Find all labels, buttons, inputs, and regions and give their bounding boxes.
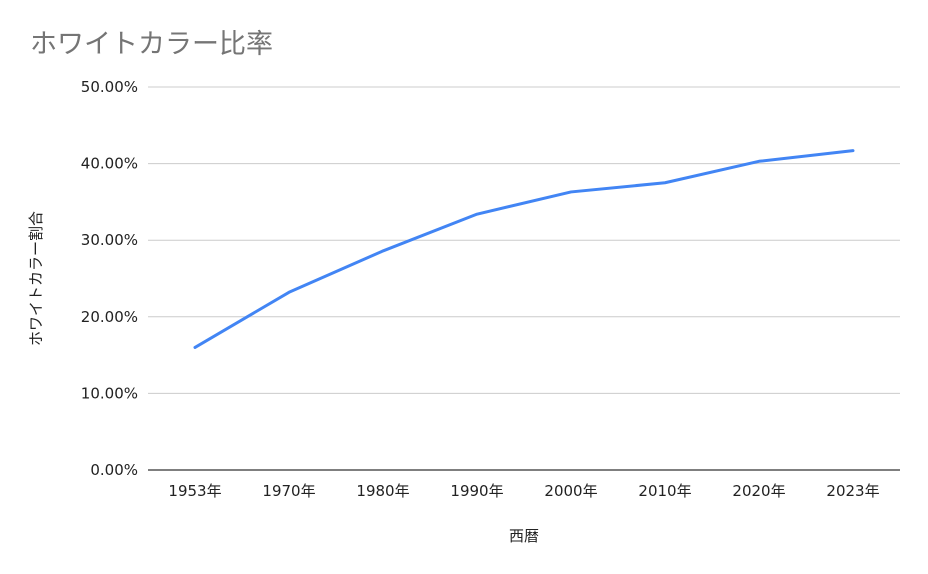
x-tick-label: 2010年 [638, 482, 691, 500]
x-tick-label: 2023年 [826, 482, 879, 500]
y-axis-tick-labels: 0.00% 10.00% 20.00% 30.00% 40.00% 50.00% [81, 78, 138, 479]
gridlines [148, 86, 900, 394]
x-tick-label: 2000年 [544, 482, 597, 500]
x-tick-label: 1970年 [262, 482, 315, 500]
chart-title: ホワイトカラー比率 [30, 29, 273, 60]
x-axis-tick-labels: 1953年 1970年 1980年 1990年 2000年 2010年 2020年 2023年 [168, 482, 879, 500]
x-axis-title: 西暦 [509, 527, 539, 545]
y-tick-label: 20.00% [81, 308, 138, 326]
series-layer [193, 149, 855, 349]
series-line [193, 149, 855, 349]
y-tick-label: 30.00% [81, 231, 138, 249]
y-axis-title: ホワイトカラー割合 [27, 211, 45, 346]
x-tick-label: 1980年 [356, 482, 409, 500]
x-tick-label: 1953年 [168, 482, 221, 500]
y-tick-label: 10.00% [81, 384, 138, 402]
y-tick-label: 0.00% [90, 461, 138, 479]
x-tick-label: 2020年 [732, 482, 785, 500]
y-tick-label: 40.00% [81, 155, 138, 173]
x-tick-label: 1990年 [450, 482, 503, 500]
y-tick-label: 50.00% [81, 78, 138, 96]
